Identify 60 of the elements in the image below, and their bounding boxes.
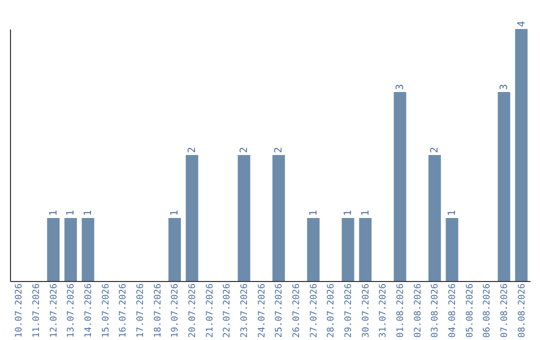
bar bbox=[82, 218, 94, 281]
x-tick-label: 29.07.2026 bbox=[344, 284, 354, 338]
bar bbox=[307, 218, 320, 281]
bar bbox=[238, 155, 250, 281]
x-tick-label: 13.07.2026 bbox=[66, 284, 77, 338]
x-tick-label: 08.08.2026 bbox=[517, 284, 528, 338]
x-tick-label: 22.07.2026 bbox=[222, 284, 233, 338]
data-label: 1 bbox=[360, 210, 372, 216]
x-tick-label: 05.08.2026 bbox=[465, 284, 476, 338]
x-tick-label: 21.07.2026 bbox=[205, 284, 216, 338]
bar bbox=[186, 155, 198, 281]
bar bbox=[47, 218, 60, 281]
data-label: 4 bbox=[516, 20, 528, 27]
data-label: 2 bbox=[430, 146, 441, 153]
x-tick-label: 07.08.2026 bbox=[500, 284, 510, 338]
x-tick-label: 17.07.2026 bbox=[136, 284, 146, 338]
x-tick-label: 02.08.2026 bbox=[413, 284, 424, 338]
x-tick-label: 31.07.2026 bbox=[378, 284, 389, 338]
x-tick-label: 20.07.2026 bbox=[188, 284, 198, 338]
x-tick-label: 15.07.2026 bbox=[101, 284, 112, 338]
data-label: 2 bbox=[274, 146, 285, 153]
x-tick-label: 14.07.2026 bbox=[84, 284, 94, 338]
x-tick-label: 11.07.2026 bbox=[32, 284, 42, 338]
x-tick-label: 25.07.2026 bbox=[274, 284, 285, 338]
x-tick-label: 19.07.2026 bbox=[170, 284, 181, 338]
bar bbox=[64, 218, 77, 281]
bar bbox=[446, 218, 458, 281]
data-label: 3 bbox=[499, 84, 510, 90]
data-label: 1 bbox=[447, 210, 458, 216]
data-label: 1 bbox=[83, 210, 94, 216]
data-label: 1 bbox=[343, 210, 354, 216]
data-label: 2 bbox=[187, 146, 198, 153]
data-label: 1 bbox=[170, 210, 181, 216]
data-label: 1 bbox=[66, 210, 77, 216]
x-tick-label: 26.07.2026 bbox=[292, 284, 302, 338]
x-tick-label: 03.08.2026 bbox=[430, 284, 441, 338]
x-tick-label: 01.08.2026 bbox=[396, 284, 406, 338]
bar bbox=[498, 92, 510, 281]
x-tick-label: 28.07.2026 bbox=[326, 284, 337, 338]
data-label: 1 bbox=[308, 210, 320, 216]
bar bbox=[168, 218, 181, 281]
x-tick-label: 27.07.2026 bbox=[309, 284, 320, 338]
x-tick-label: 04.08.2026 bbox=[448, 284, 458, 338]
x-tick-label: 23.07.2026 bbox=[240, 284, 250, 338]
x-tick-label: 18.07.2026 bbox=[153, 284, 164, 338]
x-tick-label: 30.07.2026 bbox=[361, 284, 372, 338]
bar bbox=[359, 218, 372, 281]
data-label: 2 bbox=[239, 146, 250, 153]
x-tick-label: 24.07.2026 bbox=[257, 284, 268, 338]
bar bbox=[272, 155, 285, 281]
x-tick-label: 10.07.2026 bbox=[14, 284, 25, 338]
x-tick-label: 06.08.2026 bbox=[482, 284, 493, 338]
x-tick-label: 12.07.2026 bbox=[49, 284, 60, 338]
bar bbox=[515, 29, 528, 281]
data-label: 1 bbox=[48, 210, 60, 216]
bar bbox=[394, 92, 406, 281]
x-tick-label: 16.07.2026 bbox=[118, 284, 129, 338]
bar bbox=[342, 218, 354, 281]
bar bbox=[428, 155, 441, 281]
data-label: 3 bbox=[395, 84, 406, 90]
